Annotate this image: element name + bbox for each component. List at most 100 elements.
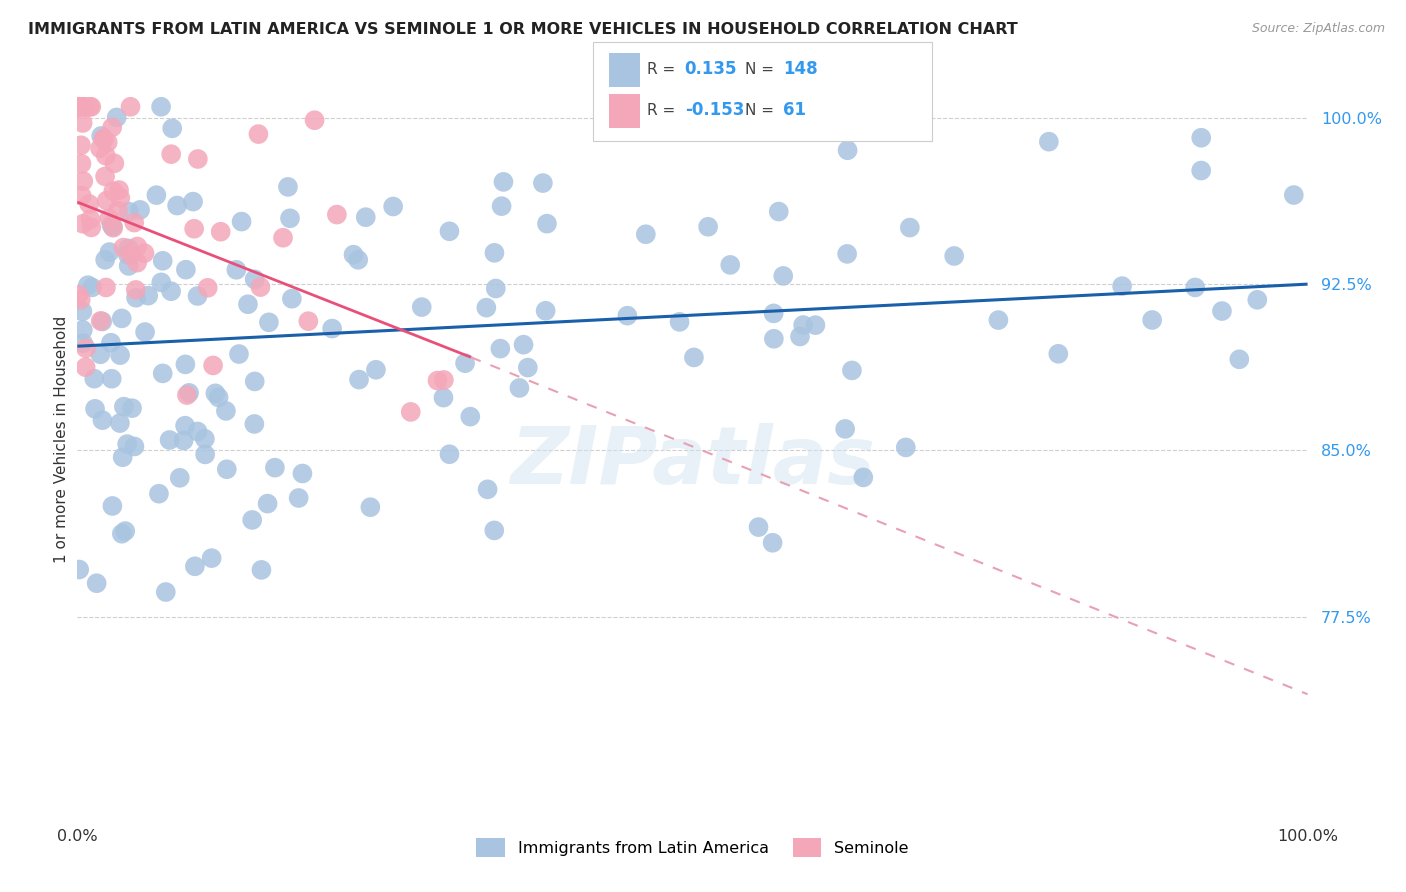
Point [204, 386, 226, 401]
Legend: Immigrants from Latin America, Seminole: Immigrants from Latin America, Seminole [468, 830, 917, 864]
Point [183, 221, 205, 235]
Point [240, 513, 263, 527]
Point [536, 217, 558, 231]
Point [852, 470, 875, 484]
Point [231, 214, 253, 228]
Point [97, 135, 120, 149]
Point [67, 100, 90, 114]
Point [152, 367, 174, 381]
Point [127, 256, 149, 270]
Point [243, 417, 266, 431]
Point [90, 314, 112, 328]
Point [103, 220, 125, 235]
Point [304, 113, 326, 128]
Point [125, 283, 148, 297]
Point [174, 262, 197, 277]
Point [120, 100, 142, 114]
Point [80, 220, 103, 235]
Point [79, 212, 101, 227]
Point [101, 219, 124, 234]
Point [67, 562, 90, 576]
Point [426, 374, 449, 388]
Point [342, 248, 364, 262]
Point [347, 373, 370, 387]
Point [125, 291, 148, 305]
Point [297, 314, 319, 328]
Point [748, 100, 770, 114]
Point [187, 152, 209, 166]
Point [152, 253, 174, 268]
Point [512, 337, 534, 351]
Point [943, 249, 966, 263]
Point [150, 276, 173, 290]
Point [475, 301, 498, 315]
Point [181, 194, 204, 209]
Point [93, 131, 115, 145]
Point [98, 211, 121, 226]
Point [382, 200, 405, 214]
Point [77, 197, 100, 211]
Point [789, 329, 811, 343]
Point [111, 450, 134, 465]
Point [90, 128, 112, 143]
Point [112, 400, 135, 414]
Text: Source: ZipAtlas.com: Source: ZipAtlas.com [1251, 22, 1385, 36]
Point [411, 300, 433, 314]
Point [160, 285, 183, 299]
Point [1189, 130, 1212, 145]
Point [127, 239, 149, 253]
Point [80, 100, 103, 114]
Point [160, 121, 183, 136]
Point [762, 306, 785, 320]
Point [111, 311, 134, 326]
Point [101, 499, 124, 513]
Point [837, 247, 859, 261]
Point [72, 336, 94, 351]
Point [492, 175, 515, 189]
Point [321, 321, 343, 335]
Point [150, 100, 173, 114]
Point [94, 148, 117, 162]
Point [73, 100, 96, 114]
Point [145, 188, 167, 202]
Point [186, 289, 208, 303]
Point [616, 309, 638, 323]
Point [250, 563, 273, 577]
Point [197, 281, 219, 295]
Point [103, 184, 125, 198]
Point [326, 208, 349, 222]
Point [243, 272, 266, 286]
Point [110, 191, 132, 205]
Point [75, 342, 97, 356]
Point [281, 292, 304, 306]
Point [117, 241, 139, 255]
Point [485, 281, 508, 295]
Point [841, 363, 863, 377]
Point [176, 388, 198, 402]
Point [166, 198, 188, 212]
Point [98, 245, 121, 260]
Point [1211, 304, 1233, 318]
Point [489, 342, 512, 356]
Text: N =: N = [745, 62, 779, 77]
Point [93, 132, 115, 146]
Point [762, 332, 785, 346]
Text: N =: N = [745, 103, 779, 118]
Point [399, 405, 422, 419]
Point [159, 433, 181, 447]
Point [1246, 293, 1268, 307]
Point [94, 252, 117, 267]
Point [120, 248, 142, 262]
Point [207, 391, 229, 405]
Point [894, 441, 917, 455]
Point [454, 356, 477, 370]
Point [79, 100, 101, 114]
Point [354, 210, 377, 224]
Point [107, 203, 129, 218]
Point [177, 385, 200, 400]
Point [75, 360, 97, 375]
Point [458, 409, 481, 424]
Point [89, 141, 111, 155]
Point [111, 526, 134, 541]
Point [69, 293, 91, 307]
